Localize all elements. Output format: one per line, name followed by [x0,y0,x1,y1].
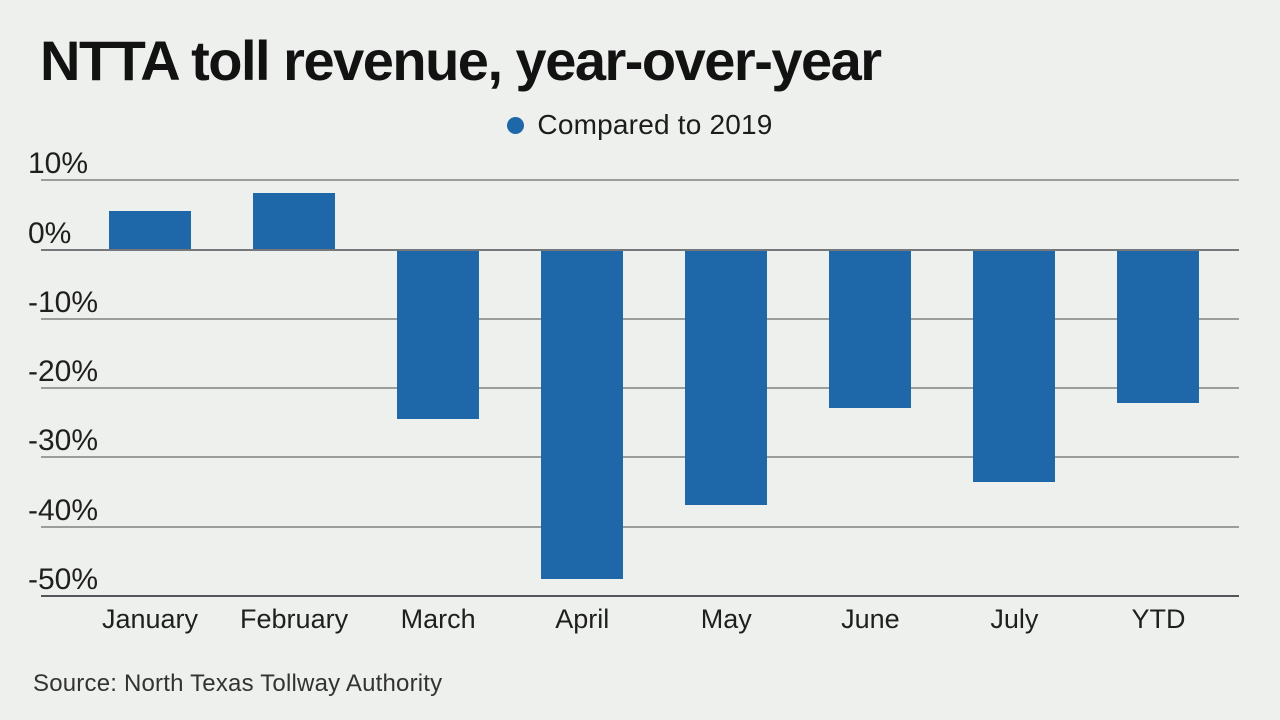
bar [1117,249,1200,404]
y-tick-label: -10% [28,285,99,319]
zero-gridline [41,248,1239,251]
legend-marker-icon [507,116,525,134]
gridline [41,525,1239,528]
x-tick-label: April [555,604,610,634]
bar [541,249,624,580]
y-tick-label: 10% [28,147,89,181]
bar [109,211,191,250]
y-tick-label: -30% [28,424,99,458]
x-tick-label: May [700,604,752,634]
y-tick-label: -50% [28,563,99,596]
y-tick-label: 0% [28,216,72,250]
x-tick-label: July [990,604,1039,634]
gridline [41,456,1239,459]
y-tick-label: -20% [28,355,99,389]
gridline [41,595,1239,597]
x-tick-label: February [240,604,349,634]
bar [973,249,1056,483]
y-tick-label: -40% [28,493,99,527]
bar [397,249,480,420]
x-tick-label: March [400,604,476,634]
x-tick-label: June [841,604,900,634]
bar [253,192,336,250]
bar [829,249,912,408]
bar [685,249,768,505]
gridline [41,317,1239,320]
gridline [41,179,1239,182]
source-attribution: Source: North Texas Tollway Authority [33,670,443,697]
x-tick-label: YTD [1131,604,1186,634]
gridline [41,387,1239,390]
chart-title: NTTA toll revenue, year-over-year [40,29,882,92]
x-tick-label: January [101,604,199,634]
legend-label: Compared to 2019 [537,109,773,140]
legend: Compared to 2019 [0,108,1280,142]
